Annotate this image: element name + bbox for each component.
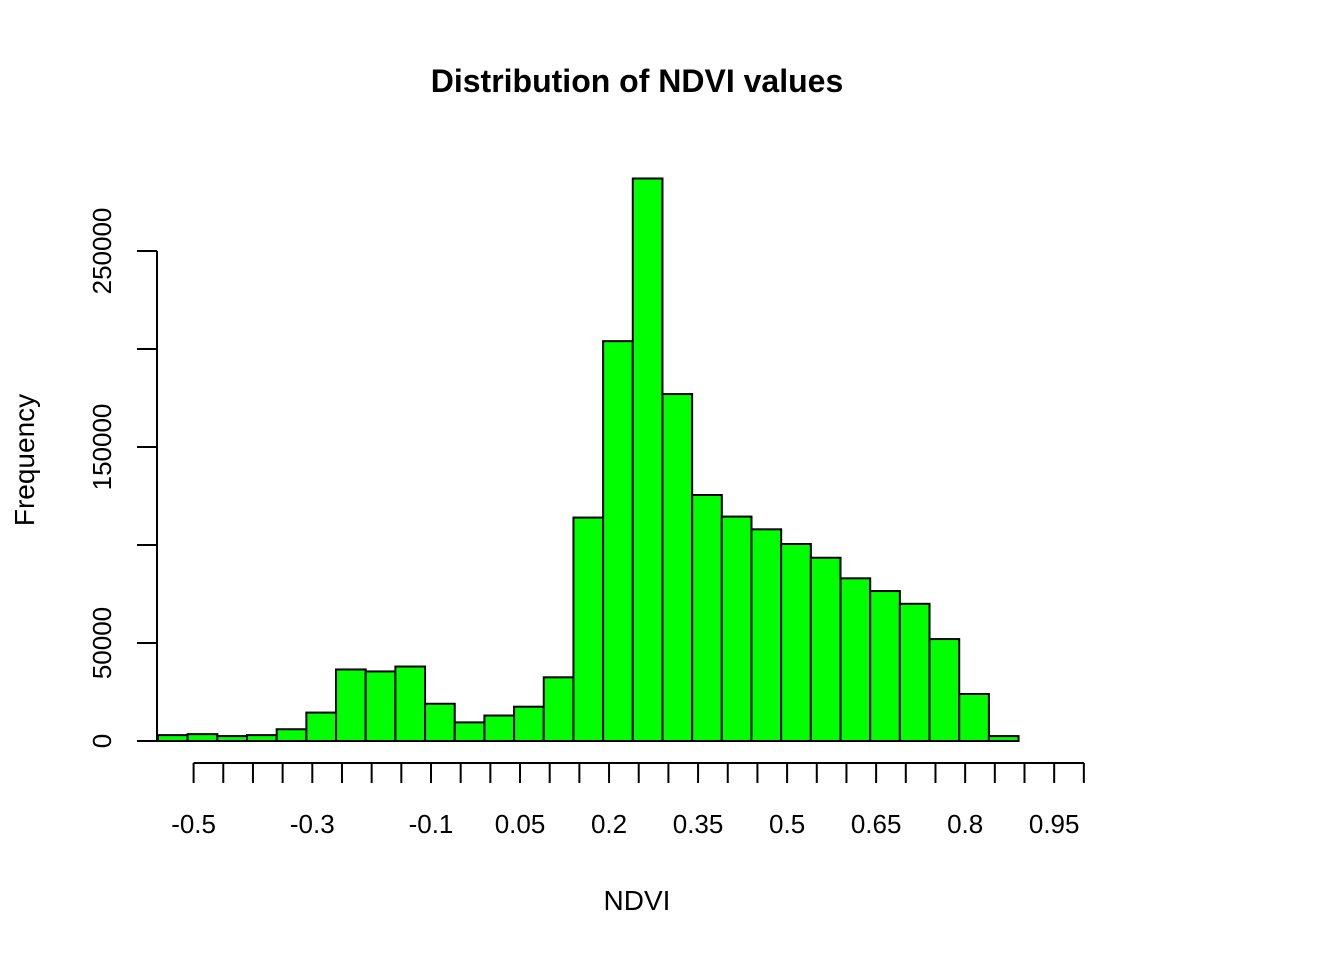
histogram-bar <box>216 735 249 742</box>
histogram-bar <box>602 340 634 742</box>
histogram-bar <box>572 516 605 742</box>
x-axis-label: NDVI <box>604 885 671 916</box>
y-tick-label: 250000 <box>87 208 117 295</box>
histogram-bar <box>364 670 397 742</box>
x-tick-label: -0.3 <box>290 809 335 839</box>
x-tick-label: 0.05 <box>495 809 546 839</box>
histogram-bar <box>424 702 456 743</box>
histogram-bar <box>720 515 753 743</box>
y-tick-label: 50000 <box>87 607 117 679</box>
x-tick-label: 0.65 <box>851 809 902 839</box>
x-axis: -0.5 -0.3 -0.1 0.05 0.2 0.35 0.5 0.65 0.8 0.95 <box>171 762 1085 839</box>
histogram-bar <box>275 728 308 742</box>
histogram-bar <box>839 577 872 742</box>
histogram-bar <box>928 638 961 743</box>
histogram-bar <box>156 734 189 742</box>
histogram-bar <box>542 676 575 742</box>
y-tick-label: 0 <box>87 734 117 748</box>
histogram-bar <box>987 735 1020 742</box>
histogram-bar <box>513 705 545 743</box>
histogram-bar <box>335 668 367 743</box>
histogram-bar <box>809 556 842 742</box>
y-axis-label: Frequency <box>9 394 40 526</box>
histogram-bar <box>483 714 516 743</box>
histogram-bar <box>958 692 990 743</box>
histogram-bar <box>750 528 783 742</box>
chart-title: Distribution of NDVI values <box>431 63 843 99</box>
histogram-bar <box>305 711 338 743</box>
histogram-bar <box>631 177 664 743</box>
x-tick-label: 0.95 <box>1029 809 1080 839</box>
histogram-bars <box>156 177 1020 743</box>
x-tick-label: -0.5 <box>171 809 216 839</box>
histogram-bar <box>691 494 723 742</box>
histogram-bar <box>898 602 931 742</box>
histogram-bar <box>186 733 219 743</box>
histogram-bar <box>453 721 486 743</box>
histogram-bar <box>246 734 278 742</box>
x-tick-label: -0.1 <box>409 809 454 839</box>
y-axis: 0 50000 150000 250000 <box>87 208 158 748</box>
x-tick-label: 0.35 <box>673 809 724 839</box>
histogram-bar <box>394 665 427 743</box>
histogram-bar <box>869 590 901 742</box>
y-tick-label: 150000 <box>87 404 117 491</box>
histogram-bar <box>780 543 812 743</box>
x-tick-label: 0.8 <box>947 809 983 839</box>
x-tick-label: 0.2 <box>591 809 627 839</box>
histogram-bar <box>661 393 694 742</box>
x-tick-label: 0.5 <box>769 809 805 839</box>
